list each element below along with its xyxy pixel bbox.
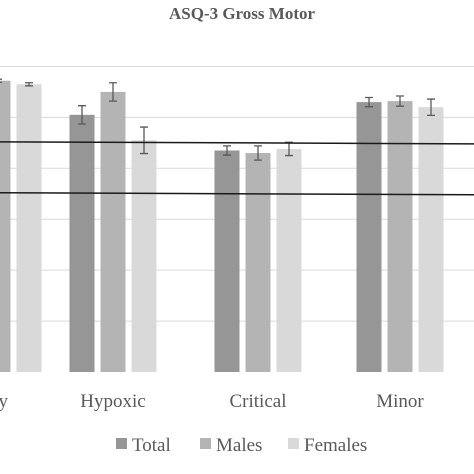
legend: Total Males Females: [116, 435, 367, 456]
legend-label-males: Males: [216, 435, 262, 456]
error-bar: [140, 126, 148, 155]
bar-males-minor: [387, 101, 413, 372]
bar-females-hypoxic: [131, 140, 157, 372]
reference-line-1: [0, 141, 474, 145]
chart-title: ASQ-3 Gross Motor: [169, 4, 316, 23]
bar-males-critical: [245, 153, 271, 372]
legend-label-females: Females: [304, 435, 367, 456]
legend-swatch-males: [200, 438, 211, 449]
error-bar: [396, 95, 404, 107]
category-label: y: [0, 391, 9, 412]
bars: [0, 80, 444, 373]
bar-total-critical: [214, 150, 240, 372]
category-label: Hypoxic: [80, 391, 145, 412]
bar-total-hypoxic: [69, 114, 95, 372]
category-label: Critical: [230, 391, 287, 412]
bar-females-critical: [276, 148, 302, 372]
bar-females-minor: [418, 107, 444, 372]
error-bar: [78, 105, 86, 125]
error-bar: [254, 145, 262, 161]
bar-females-healthy: [16, 84, 42, 373]
error-bar: [0, 78, 2, 83]
error-bar: [25, 82, 33, 87]
error-bar: [365, 96, 373, 108]
bar-males-healthy: [0, 80, 11, 372]
error-bars: [0, 78, 435, 161]
category-label: Minor: [376, 391, 424, 412]
legend-label-total: Total: [132, 435, 171, 456]
reference-line-2: [0, 192, 474, 196]
error-bar: [109, 82, 117, 102]
legend-swatch-females: [288, 438, 299, 449]
bar-males-hypoxic: [100, 91, 126, 372]
error-bar: [427, 98, 435, 116]
error-bar: [223, 145, 231, 156]
category-labels: y Hypoxic Critical Minor: [0, 391, 424, 412]
reference-lines: [0, 141, 474, 196]
legend-swatch-total: [116, 438, 127, 449]
bar-total-minor: [356, 102, 382, 372]
